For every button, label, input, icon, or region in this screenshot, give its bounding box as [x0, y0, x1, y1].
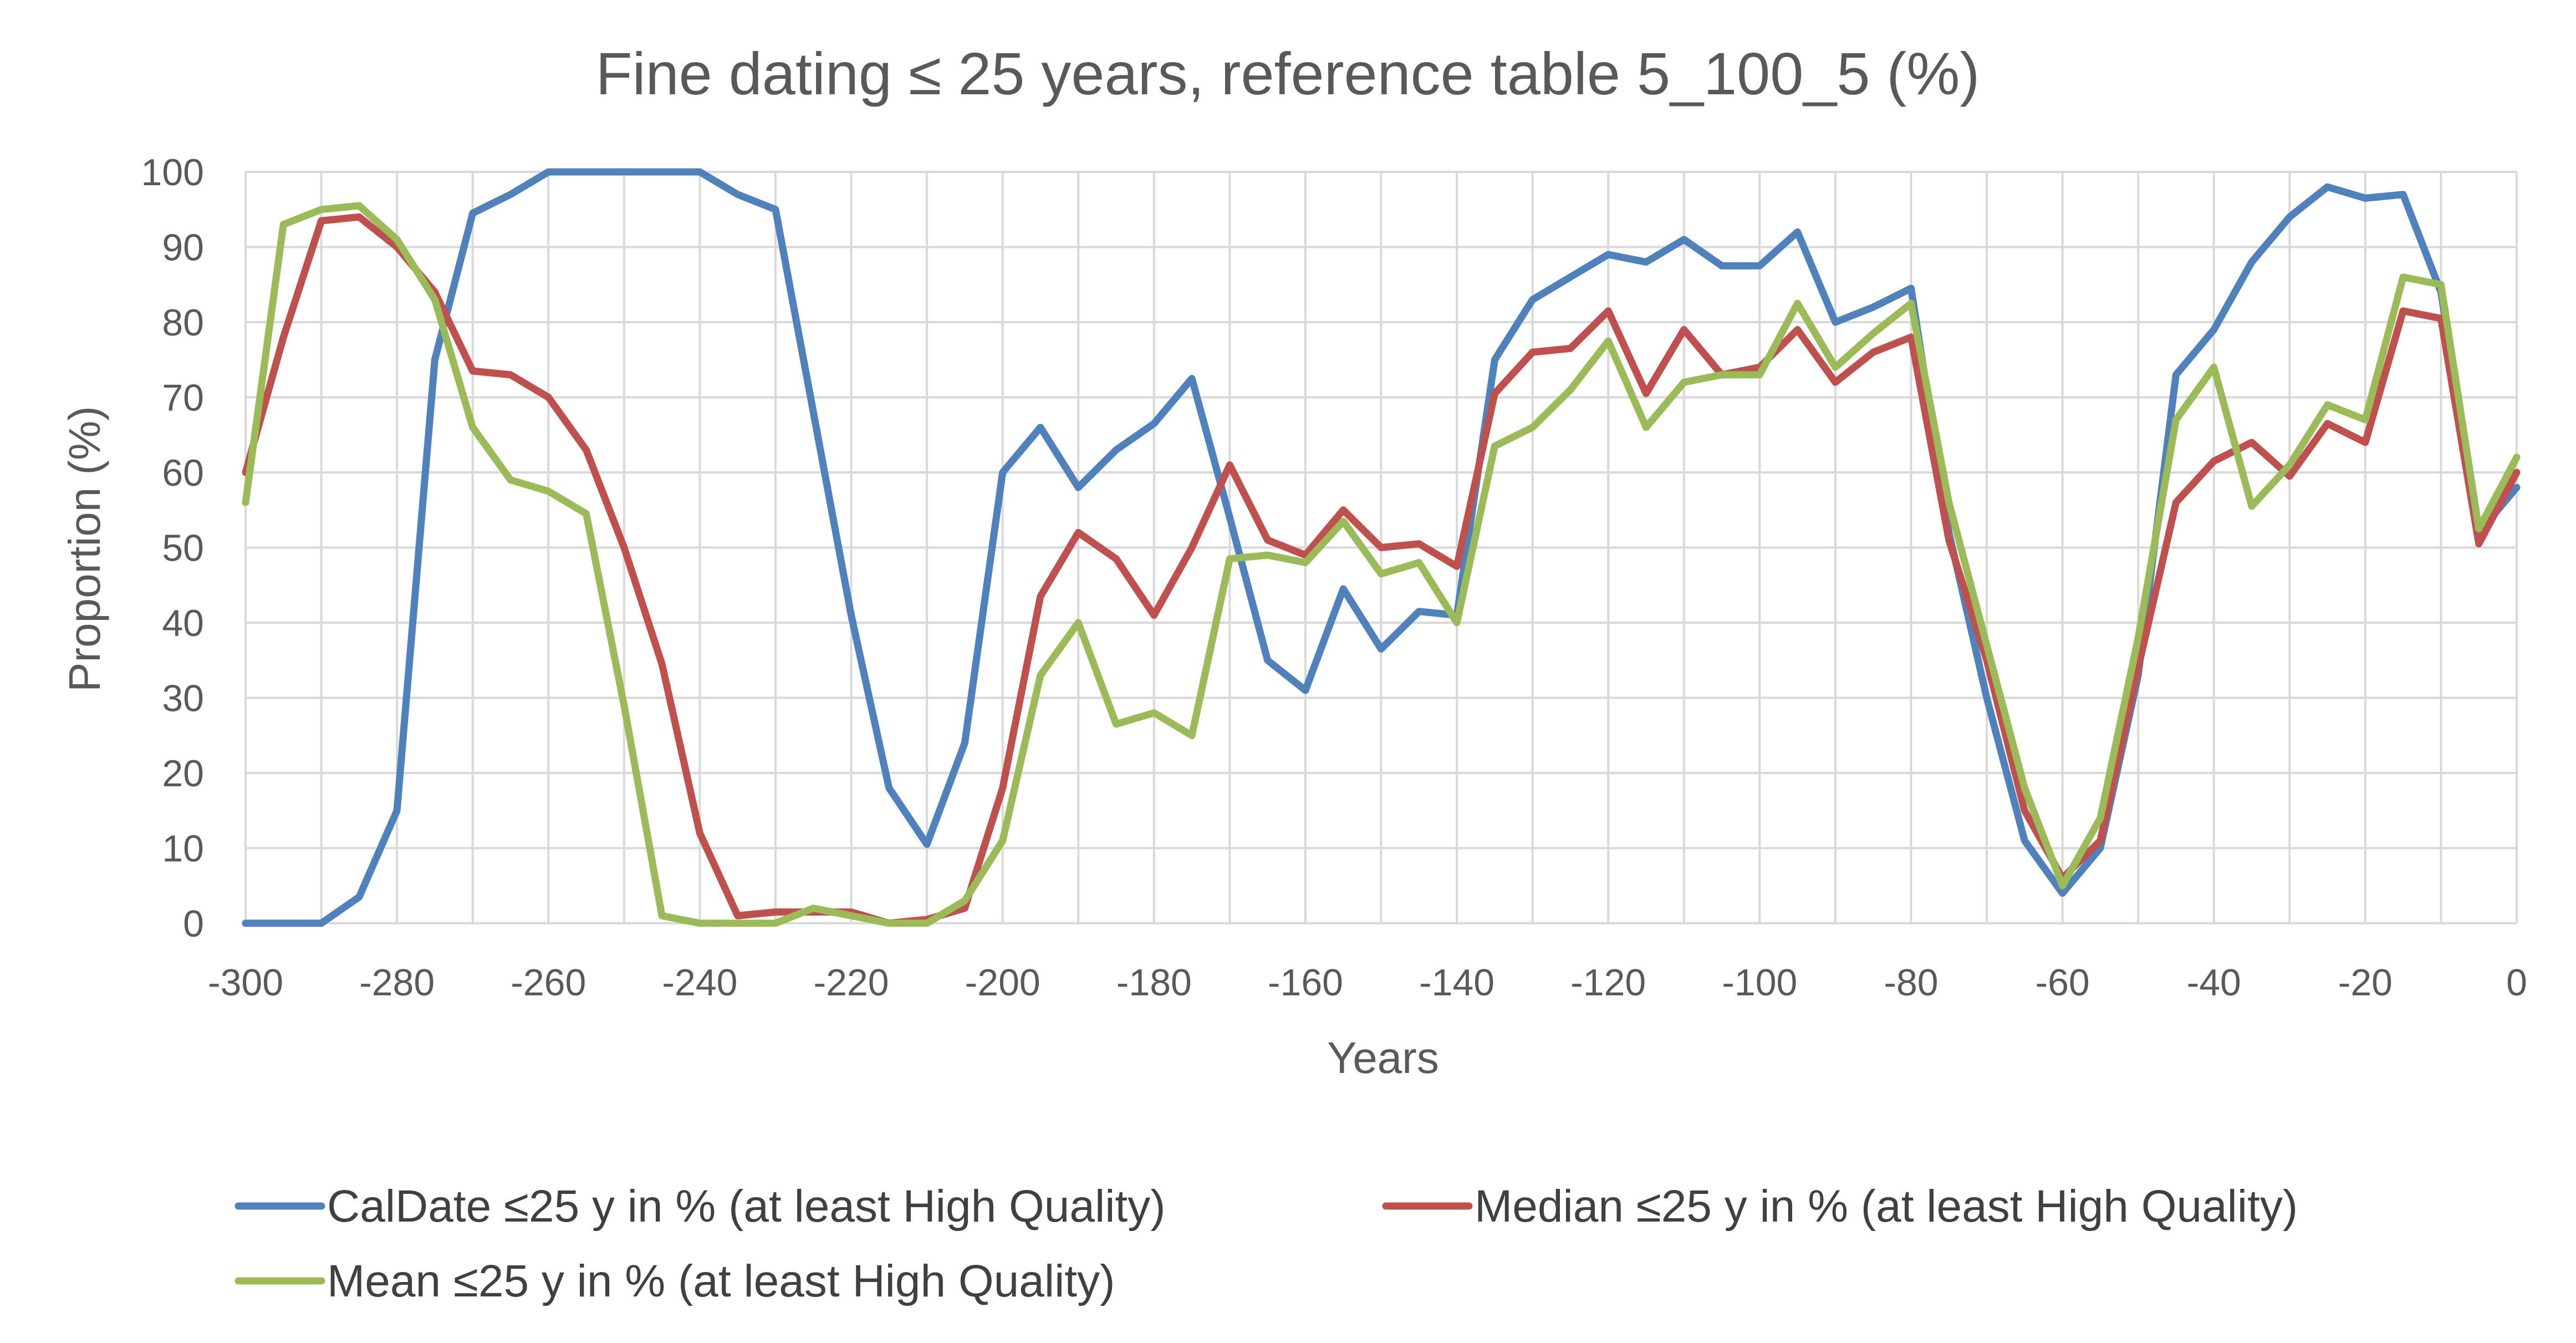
y-tick-label: 70: [162, 377, 204, 419]
x-tick-label: -240: [662, 962, 737, 1004]
x-tick-label: -80: [1884, 962, 1938, 1004]
y-tick-label: 50: [162, 527, 204, 569]
y-tick-label: 40: [162, 602, 204, 644]
chart-title: Fine dating ≤ 25 years, reference table …: [596, 40, 1980, 107]
x-tick-label: -280: [359, 962, 435, 1004]
x-tick-label: -220: [813, 962, 889, 1004]
y-tick-label: 0: [183, 903, 204, 945]
legend-label: CalDate ≤25 y in % (at least High Qualit…: [327, 1181, 1166, 1232]
y-axis-ticks: 0 10 20 30 40 50 60 70 80 90 100: [141, 151, 204, 945]
legend: CalDate ≤25 y in % (at least High Qualit…: [234, 1181, 2298, 1306]
y-tick-label: 90: [162, 227, 204, 269]
y-tick-label: 60: [162, 452, 204, 494]
x-axis-ticks: -300 -280 -260 -240 -220 -200 -180 -160 -140 -120…: [208, 962, 2527, 1004]
y-tick-label: 30: [162, 678, 204, 720]
x-tick-label: -180: [1116, 962, 1192, 1004]
series-line-3: [242, 202, 2521, 927]
x-tick-label: -260: [511, 962, 586, 1004]
x-tick-label: -140: [1419, 962, 1494, 1004]
y-axis-title: Proportion (%): [60, 406, 109, 692]
x-tick-label: -60: [2035, 962, 2089, 1004]
y-tick-label: 80: [162, 302, 204, 344]
series-line-2: [242, 213, 2521, 927]
legend-label: Median ≤25 y in % (at least High Quality…: [1475, 1181, 2298, 1232]
y-tick-label: 10: [162, 828, 204, 870]
x-tick-label: -300: [208, 962, 283, 1004]
x-tick-label: -120: [1570, 962, 1646, 1004]
x-tick-label: -160: [1268, 962, 1343, 1004]
x-tick-label: 0: [2506, 962, 2527, 1004]
legend-label: Mean ≤25 y in % (at least High Quality): [327, 1256, 1115, 1306]
series-lines: [242, 168, 2521, 927]
x-tick-label: -200: [965, 962, 1040, 1004]
x-axis-title: Years: [1327, 1033, 1439, 1082]
x-tick-label: -20: [2338, 962, 2393, 1004]
x-tick-label: -40: [2187, 962, 2241, 1004]
x-tick-label: -100: [1722, 962, 1797, 1004]
grid: [244, 171, 2518, 924]
y-tick-label: 20: [162, 752, 204, 795]
y-tick-label: 100: [141, 151, 204, 194]
